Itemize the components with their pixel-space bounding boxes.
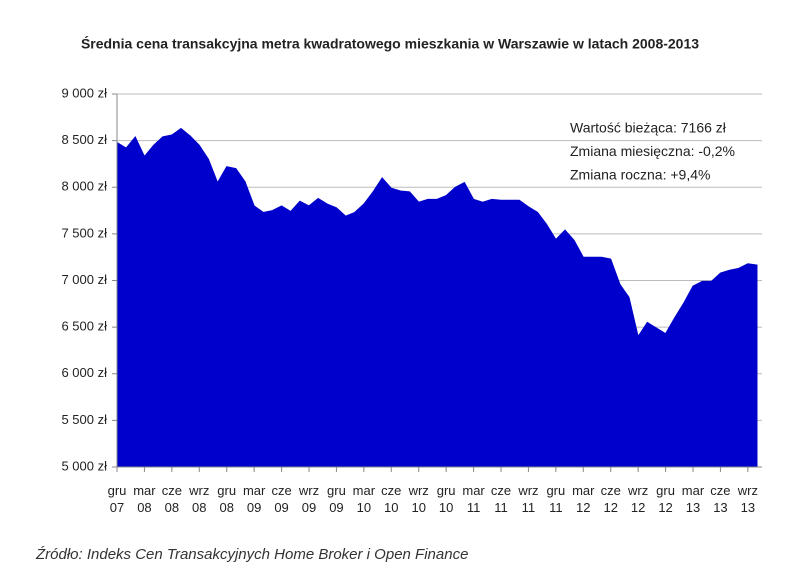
x-tick-label: mar 11 [462,483,485,515]
x-tick-label: wrz 09 [298,483,320,515]
x-tick-label: cze 11 [490,483,512,515]
x-tick-label: gru 11 [546,483,566,515]
annotation: Wartość bieżąca: 7166 zł [570,120,727,136]
x-tick-label: gru 10 [436,483,456,515]
x-tick-label: gru 07 [107,483,127,515]
source: Źródło: Indeks Cen Transakcyjnych Home B… [35,546,468,563]
x-tick-label: wrz 10 [408,483,429,515]
x-tick-label: gru 12 [656,483,675,515]
x-tick-label: mar 08 [133,483,156,515]
chart-title: Średnia cena transakcyjna metra kwadrato… [81,35,699,52]
x-tick-label: gru 08 [217,483,237,515]
x-tick-label: cze 08 [161,483,182,515]
y-tick-label: 8 500 zł [61,132,107,147]
y-tick-label: 5 500 zł [61,412,107,427]
x-tick-label: mar 12 [572,483,595,515]
x-tick-label: gru 09 [327,483,346,515]
x-tick-label: cze 13 [710,483,731,515]
x-tick-label: mar 09 [242,483,266,515]
x-tick-label: wrz 08 [189,483,210,515]
y-tick-label: 8 000 zł [61,179,107,194]
y-tick-label: 6 500 zł [61,319,107,334]
x-tick-label: wrz 13 [737,483,758,515]
y-tick-label: 5 000 zł [61,458,107,473]
x-tick-label: wrz 11 [518,483,539,515]
area [116,127,758,468]
x-tick-label: mar 10 [352,483,376,515]
y-tick-label: 7 500 zł [61,225,107,240]
x-tick-label: cze 12 [600,483,621,515]
y-tick-label: 9 000 zł [61,85,107,100]
annotation: Zmiana miesięczna: -0,2% [570,143,735,159]
y-tick-label: 7 000 zł [61,272,107,287]
x-tick-label: cze 10 [381,483,402,515]
y-tick-label: 6 000 zł [61,365,107,380]
x-tick-label: mar 13 [681,483,705,515]
x-tick-label: wrz 12 [628,483,649,515]
annotation: Zmiana roczna: +9,4% [570,167,710,183]
x-tick-label: cze 09 [271,483,292,515]
